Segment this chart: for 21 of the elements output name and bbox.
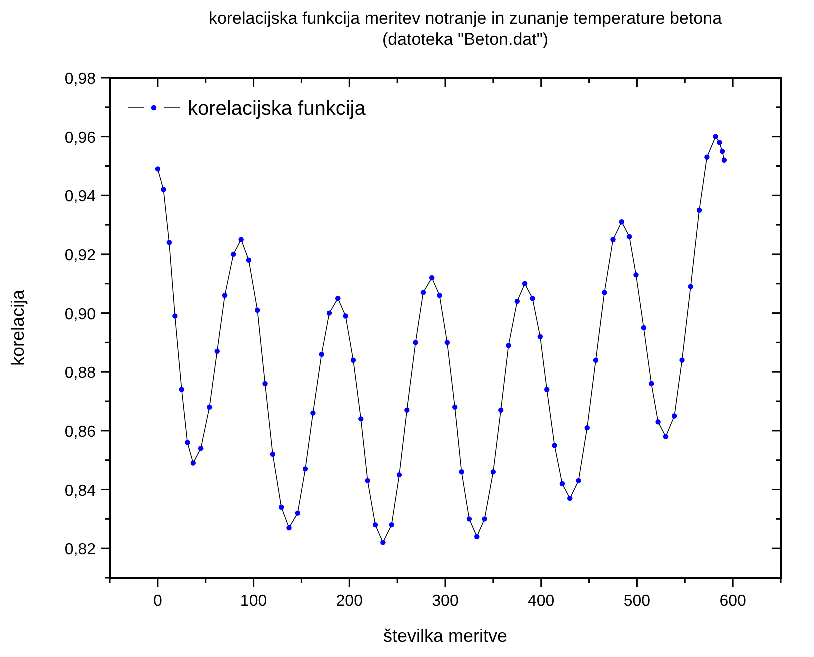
x-tick-label: 400 [528, 593, 555, 610]
legend-label: korelacijska funkcija [188, 98, 367, 120]
y-tick-label: 0,96 [64, 130, 96, 147]
chart-subtitle: (datoteka "Beton.dat") [382, 30, 549, 49]
y-axis-title: korelacija [8, 289, 28, 366]
y-tick-label: 0,98 [64, 71, 96, 88]
x-tick-label: 500 [624, 593, 651, 610]
y-tick-label: 0,94 [64, 188, 96, 206]
x-tick-label: 200 [336, 593, 364, 610]
x-tick-label: 0 [153, 593, 162, 610]
y-tick-label: 0,88 [64, 365, 96, 382]
x-tick-label: 600 [720, 593, 747, 610]
x-axis-title: številka meritve [383, 626, 508, 646]
y-tick-label: 0,92 [64, 247, 96, 264]
y-tick-label: 0,86 [64, 424, 96, 441]
y-tick-label: 0,84 [64, 482, 96, 500]
y-tick-label: 0,90 [64, 306, 96, 324]
x-tick-label: 100 [240, 593, 268, 610]
chart-title: korelacijska funkcija meritev notranje in zunanje temperature betona [208, 9, 723, 28]
x-tick-label: 300 [432, 593, 459, 610]
y-tick-label: 0,82 [64, 542, 96, 559]
